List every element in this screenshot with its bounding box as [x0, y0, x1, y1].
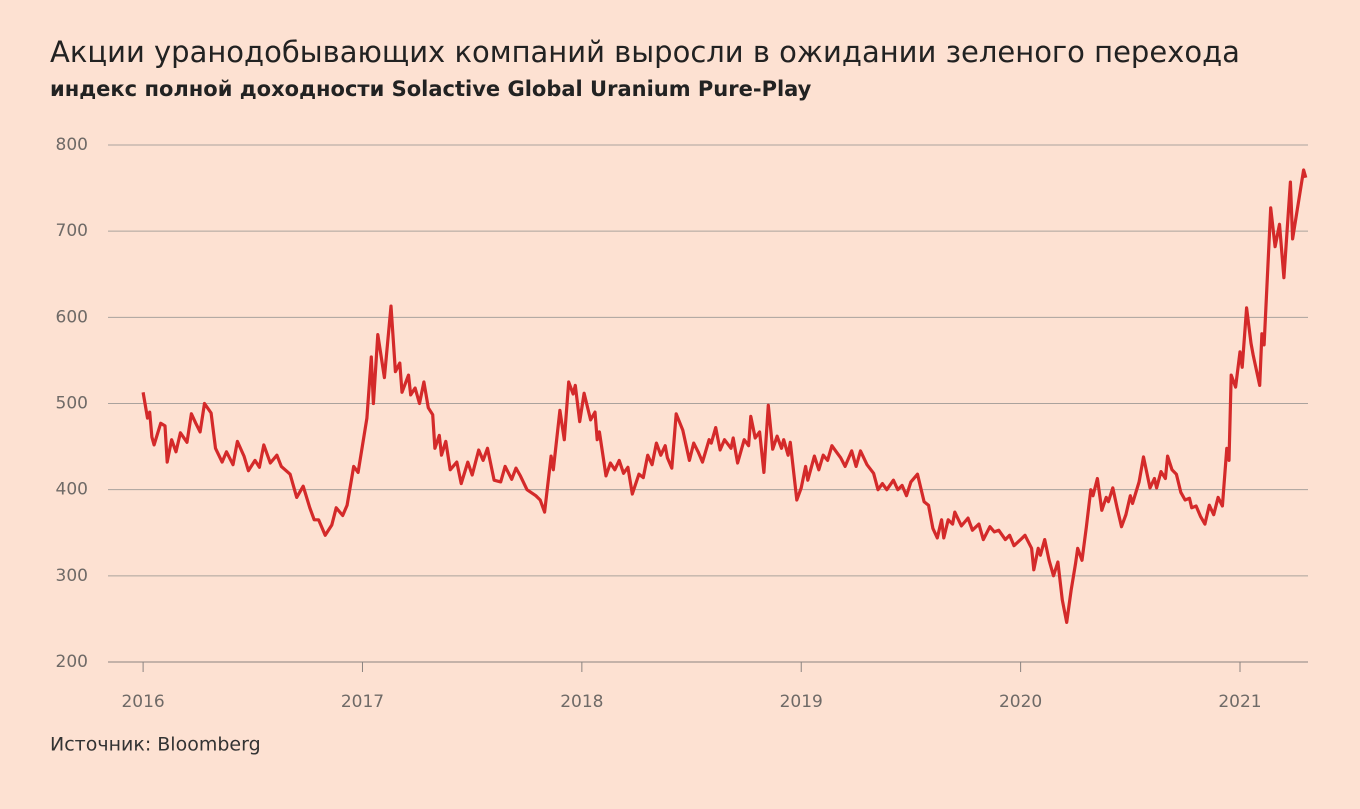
line [141, 168, 1308, 624]
source: Источник: Bloomberg [50, 734, 261, 756]
x-tick-label: 2019 [780, 692, 823, 712]
chart-subtitle: индекс полной доходности Solactive Globa… [50, 77, 812, 101]
y-tick-label: 800 [56, 135, 88, 155]
y-tick-label: 600 [56, 307, 88, 327]
y-tick-label: 300 [56, 566, 88, 586]
y-tick-label: 200 [56, 652, 88, 672]
x-tick-label: 2016 [121, 692, 164, 712]
x-tick-label: 2021 [1218, 692, 1261, 712]
y-tick-label: 400 [56, 480, 88, 500]
x-tick-label: 2017 [341, 692, 384, 712]
y-tick-label: 700 [56, 221, 88, 241]
x-tick-label: 2018 [560, 692, 603, 712]
x-tick-label: 2020 [999, 692, 1042, 712]
y-tick-label: 500 [56, 394, 88, 414]
chart-title: Акции уранодобывающих компаний выросли в… [50, 35, 1240, 69]
